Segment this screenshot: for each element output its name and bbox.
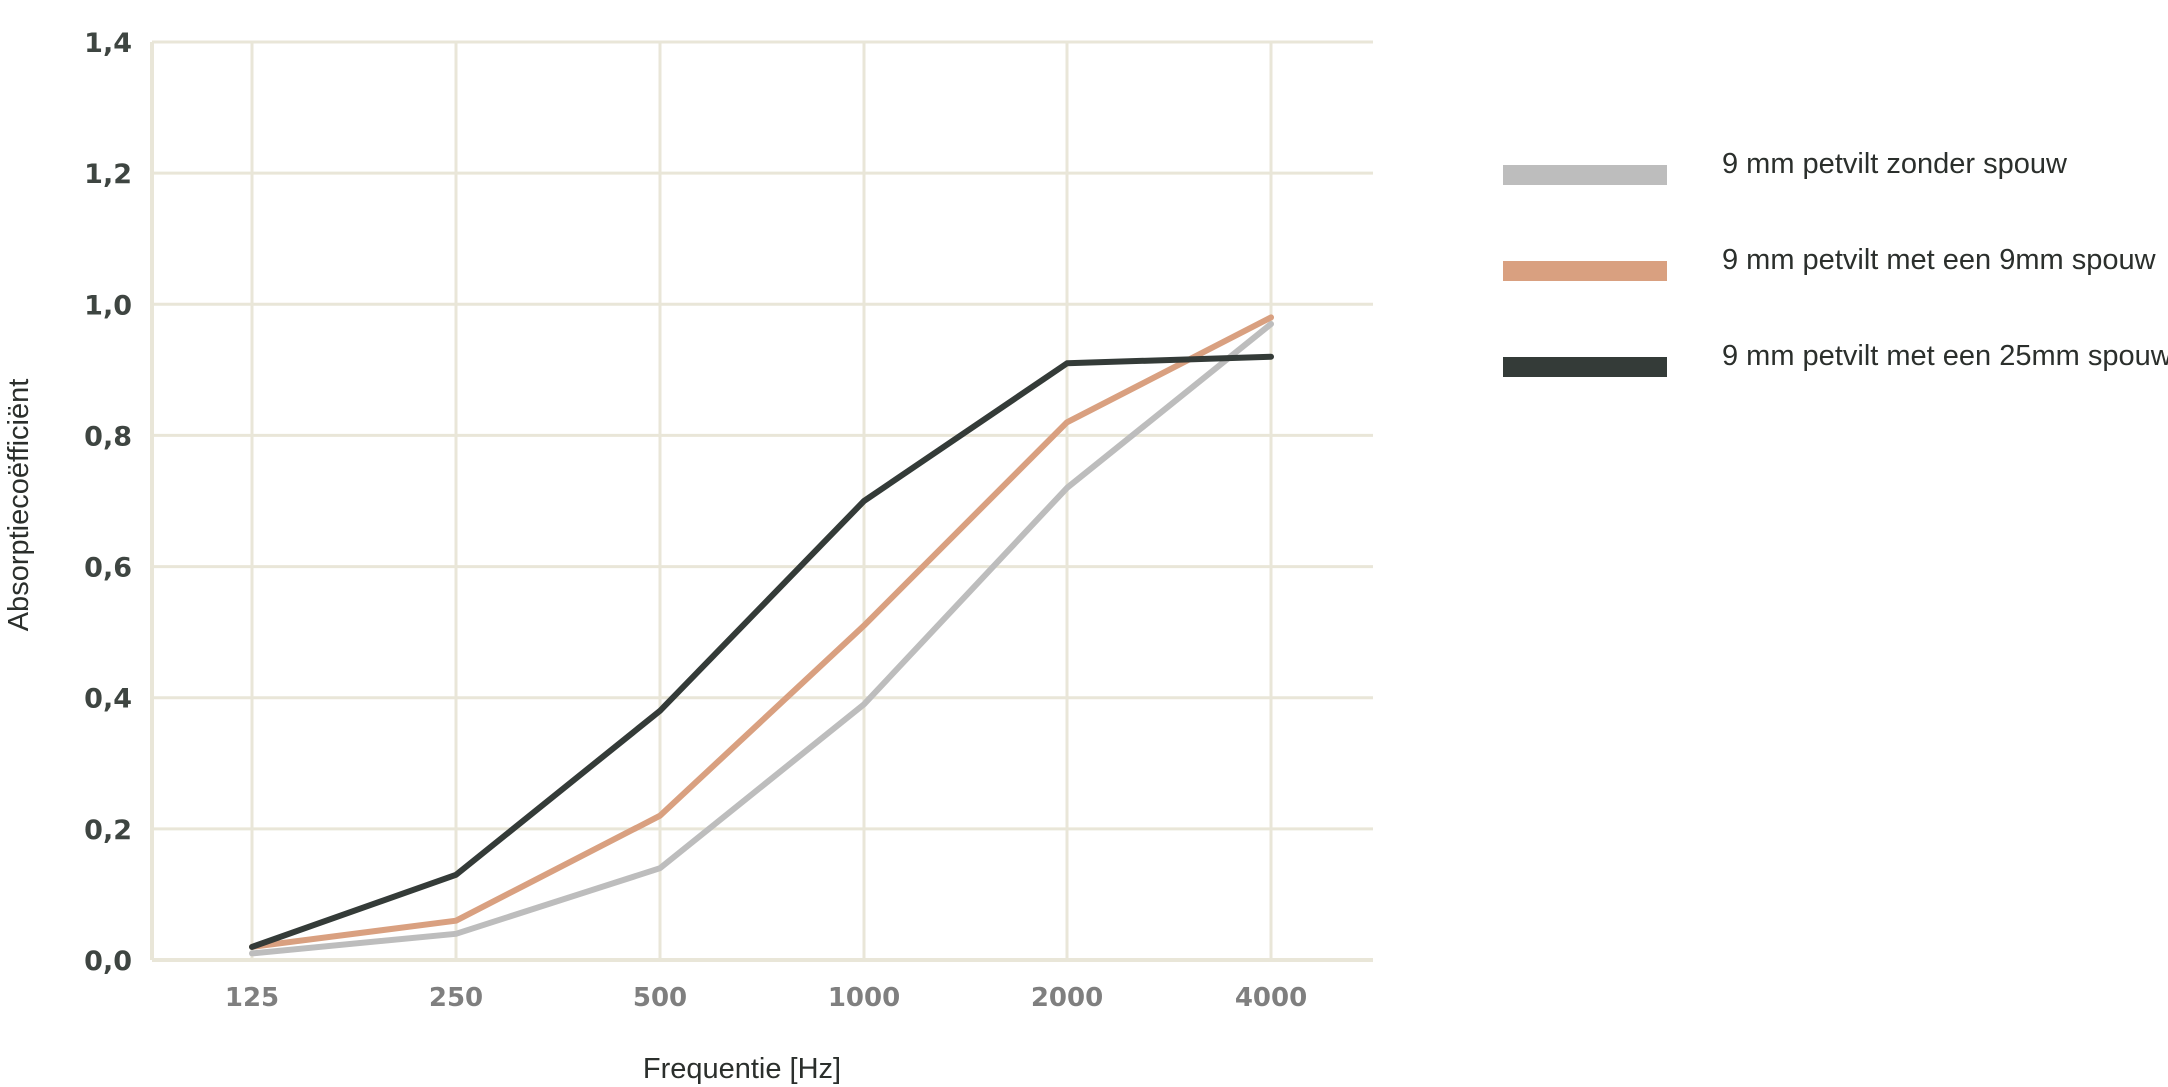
x-axis-label: Frequentie [Hz] — [643, 1053, 841, 1085]
legend-label: 9 mm petvilt zonder spouw — [1722, 148, 2068, 180]
y-tick-label: 0,8 — [84, 421, 132, 452]
chart-grid — [150, 40, 1373, 962]
legend-swatch — [1503, 357, 1667, 377]
legend-swatch — [1503, 261, 1667, 281]
x-tick-label: 4000 — [1235, 983, 1307, 1013]
x-tick-label: 500 — [633, 983, 687, 1013]
y-tick-label: 1,0 — [84, 290, 132, 321]
x-tick-label: 2000 — [1031, 983, 1103, 1013]
x-tick-label: 250 — [429, 983, 483, 1013]
y-tick-label: 0,6 — [84, 553, 132, 584]
x-axis-ticks: 125 250 500 1000 2000 4000 — [225, 983, 1307, 1013]
y-tick-label: 1,4 — [84, 28, 132, 59]
legend-swatch — [1503, 165, 1667, 185]
legend-label: 9 mm petvilt met een 25mm spouw — [1722, 340, 2168, 372]
y-axis-ticks: 0,0 0,2 0,4 0,6 0,8 1,0 1,2 1,4 — [84, 28, 132, 977]
chart-legend: 9 mm petvilt zonder spouw 9 mm petvilt me… — [1503, 148, 2168, 377]
y-tick-label: 1,2 — [84, 159, 132, 190]
series-line-1 — [249, 321, 1274, 957]
y-tick-label: 0,2 — [84, 815, 132, 846]
series-line-2 — [249, 314, 1274, 950]
series-line-3 — [249, 353, 1274, 950]
y-tick-label: 0,0 — [84, 946, 132, 977]
y-tick-label: 0,4 — [84, 684, 132, 715]
y-axis-label: Absorptiecoëfficiënt — [3, 379, 35, 632]
x-tick-label: 1000 — [828, 983, 900, 1013]
legend-label: 9 mm petvilt met een 9mm spouw — [1722, 244, 2157, 276]
chart-series — [249, 314, 1274, 957]
x-tick-label: 125 — [225, 983, 279, 1013]
